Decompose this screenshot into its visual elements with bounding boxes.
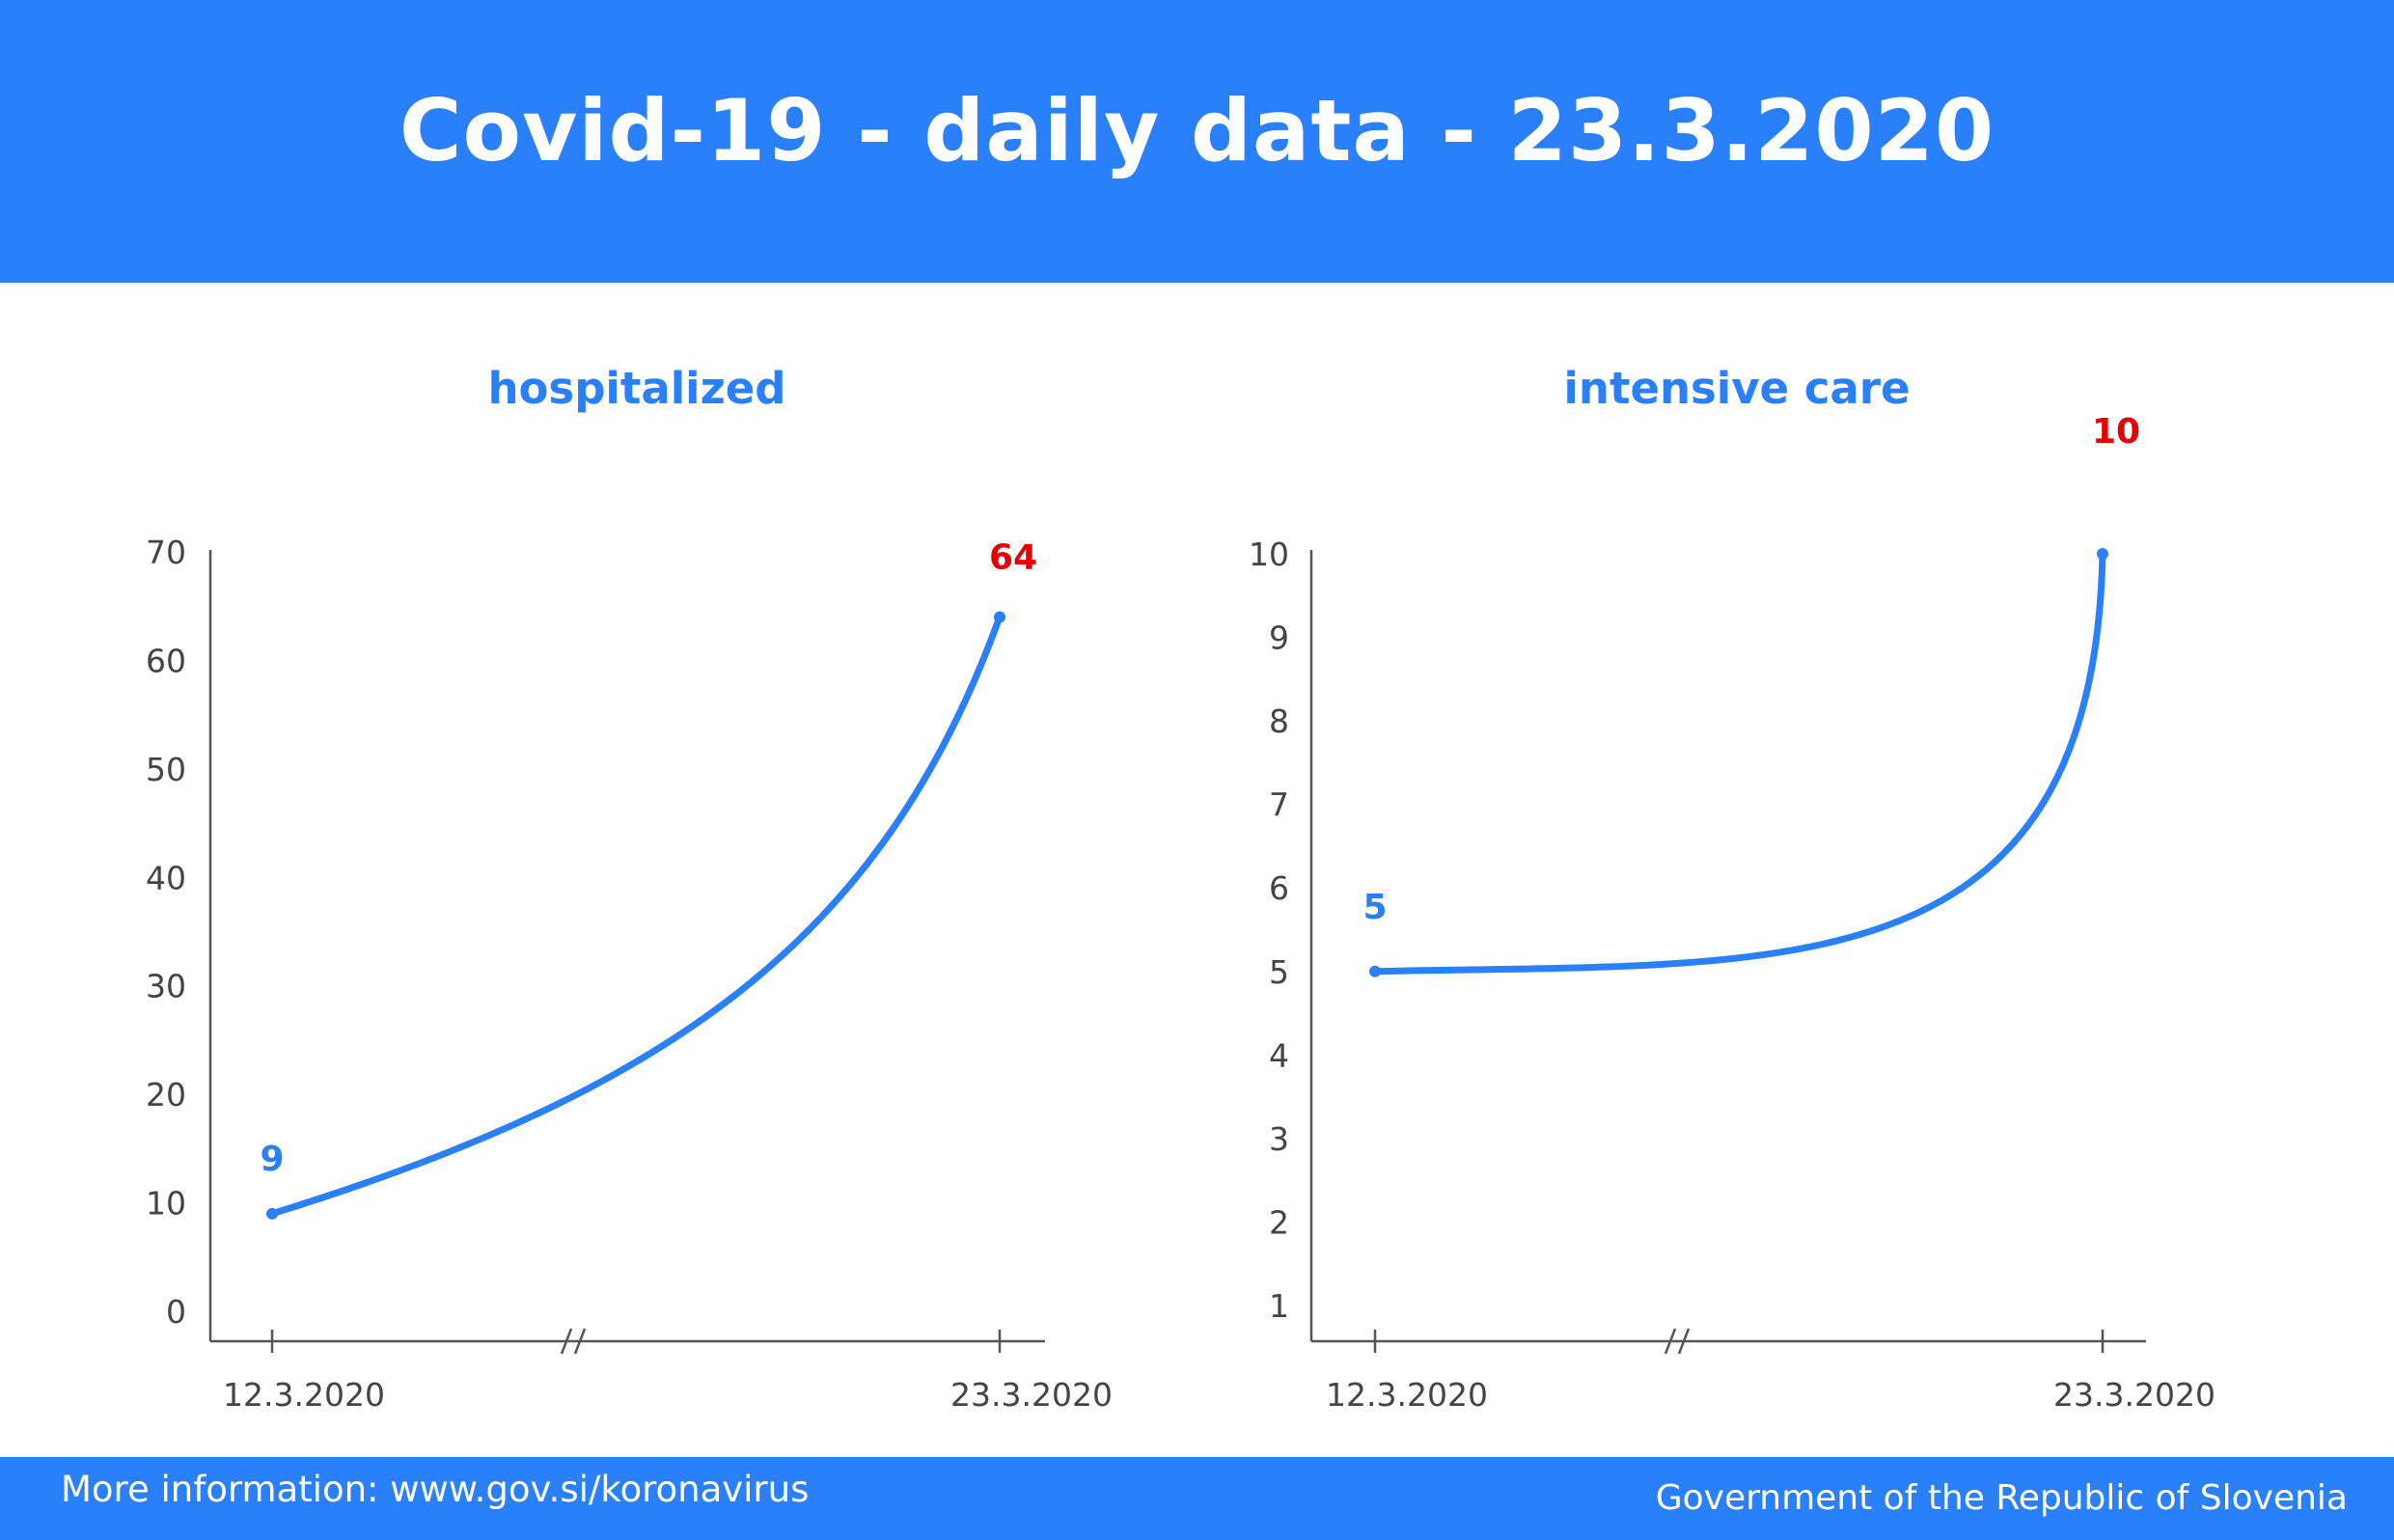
chart-hospitalized: hospitalized 0 10 20 30 40 50 60 70 12.3.2020 23.3… [146, 363, 1113, 1414]
x-tick-label: 23.3.2020 [2053, 1376, 2215, 1414]
y-tick-label: 2 [1269, 1203, 1289, 1241]
data-point [1369, 965, 1381, 977]
axis-break-mark [1677, 1328, 1691, 1355]
y-tick-label: 30 [146, 968, 186, 1005]
data-label: 64 [989, 537, 1037, 577]
y-tick-label: 1 [1269, 1287, 1289, 1325]
axis-break-mark [1664, 1328, 1677, 1355]
chart-title: hospitalized [487, 363, 785, 414]
y-tick-label: 10 [1249, 536, 1289, 573]
axis-break-mark [573, 1328, 587, 1355]
data-label: 10 [2092, 412, 2140, 452]
y-tick-label: 9 [1269, 619, 1289, 657]
footer-government-credit: Government of the Republic of Slovenia [1655, 1478, 2348, 1518]
data-label: 9 [260, 1140, 284, 1179]
x-tick-label: 12.3.2020 [223, 1376, 385, 1414]
y-tick-label: 40 [146, 859, 186, 896]
chart-title: intensive care [1563, 363, 1910, 414]
footer-bar [0, 1457, 2394, 1540]
data-point [994, 611, 1005, 623]
y-tick-label: 8 [1269, 702, 1289, 740]
y-tick-label: 10 [146, 1185, 186, 1223]
chart-intensive-care: intensive care 1 2 3 4 5 6 7 8 9 10 12.3.2020 23.3.2… [1249, 363, 2215, 1414]
y-tick-label: 5 [1269, 953, 1289, 991]
data-point [2097, 548, 2108, 560]
y-tick-label: 3 [1269, 1120, 1289, 1158]
y-tick-label: 7 [1269, 786, 1289, 824]
y-tick-label: 70 [146, 534, 186, 571]
y-tick-label: 6 [1269, 869, 1289, 907]
y-tick-label: 20 [146, 1076, 186, 1114]
footer-more-information: More information: www.gov.si/koronavirus [61, 1469, 810, 1510]
series-line [268, 613, 1004, 1218]
data-point [266, 1207, 278, 1220]
y-tick-label: 4 [1269, 1036, 1289, 1074]
y-tick-label: 0 [166, 1293, 186, 1331]
x-tick-label: 23.3.2020 [950, 1376, 1113, 1414]
page-title: Covid-19 - daily data - 23.3.2020 [399, 80, 1995, 180]
axis-break-mark [560, 1328, 573, 1355]
data-label: 5 [1362, 888, 1387, 927]
header-bar: Covid-19 - daily data - 23.3.2020 [0, 0, 2394, 283]
charts-area: hospitalized 0 10 20 30 40 50 60 70 12.3.2020 23.3… [146, 363, 2215, 1414]
x-tick-label: 12.3.2020 [1326, 1376, 1488, 1414]
series-line [1371, 550, 2106, 976]
y-tick-label: 50 [146, 751, 186, 788]
y-tick-label: 60 [146, 642, 186, 679]
